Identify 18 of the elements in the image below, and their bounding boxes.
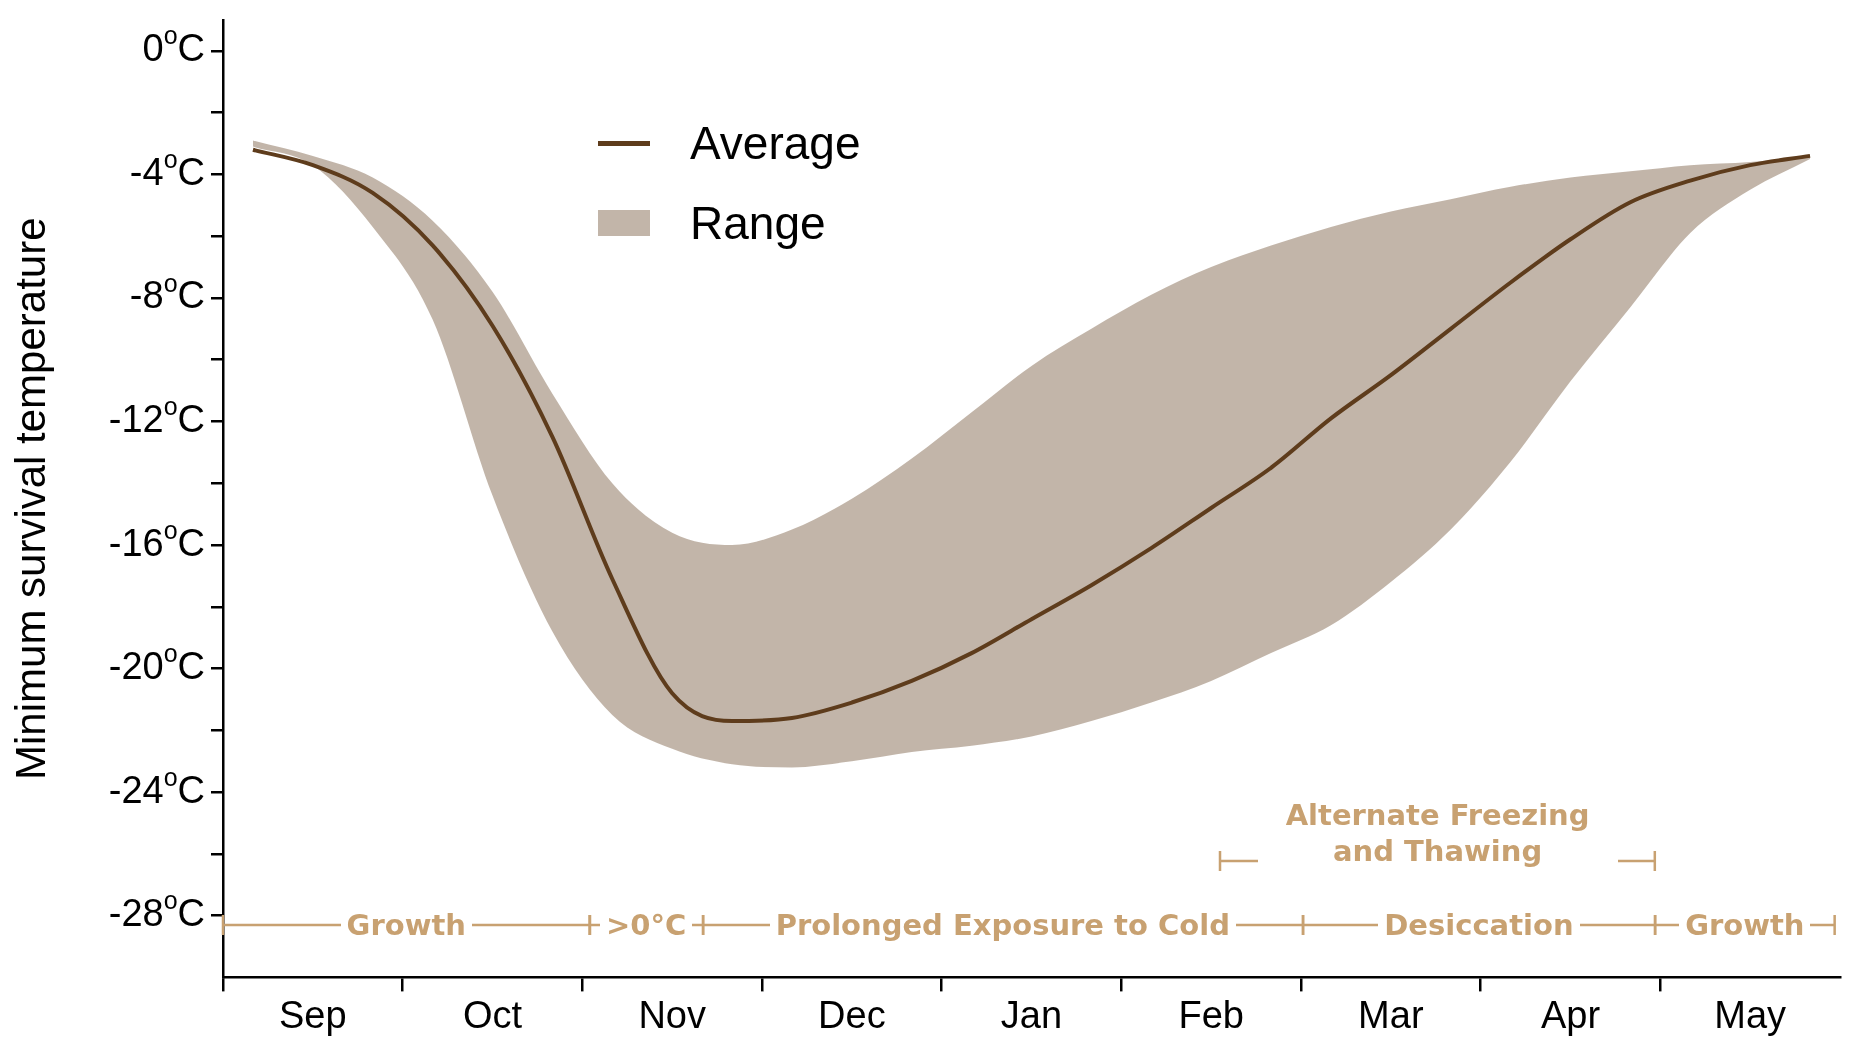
x-tick-label: Oct — [462, 993, 523, 1036]
y-axis-title: Minimum survival temperature — [6, 217, 54, 780]
annotation: Range — [690, 196, 826, 250]
x-tick-label: Nov — [638, 993, 706, 1036]
annotation: Growth — [1679, 907, 1811, 944]
x-tick-label: Sep — [279, 993, 347, 1036]
annotation: >0°C — [600, 907, 693, 944]
x-tick-label: Mar — [1358, 993, 1424, 1036]
x-tick-label: May — [1714, 993, 1787, 1036]
annotation: Alternate Freezing and Thawing — [1257, 797, 1618, 870]
x-tick-label: Apr — [1540, 993, 1601, 1036]
annotation: Prolonged Exposure to Cold — [769, 907, 1236, 944]
annotation: Desiccation — [1378, 907, 1580, 944]
legend-label: Average — [690, 116, 861, 170]
x-tick-label: Dec — [818, 993, 886, 1036]
x-tick-label: Jan — [1000, 993, 1063, 1036]
x-tick-label: Feb — [1178, 993, 1244, 1036]
annotation: Growth — [340, 907, 472, 944]
